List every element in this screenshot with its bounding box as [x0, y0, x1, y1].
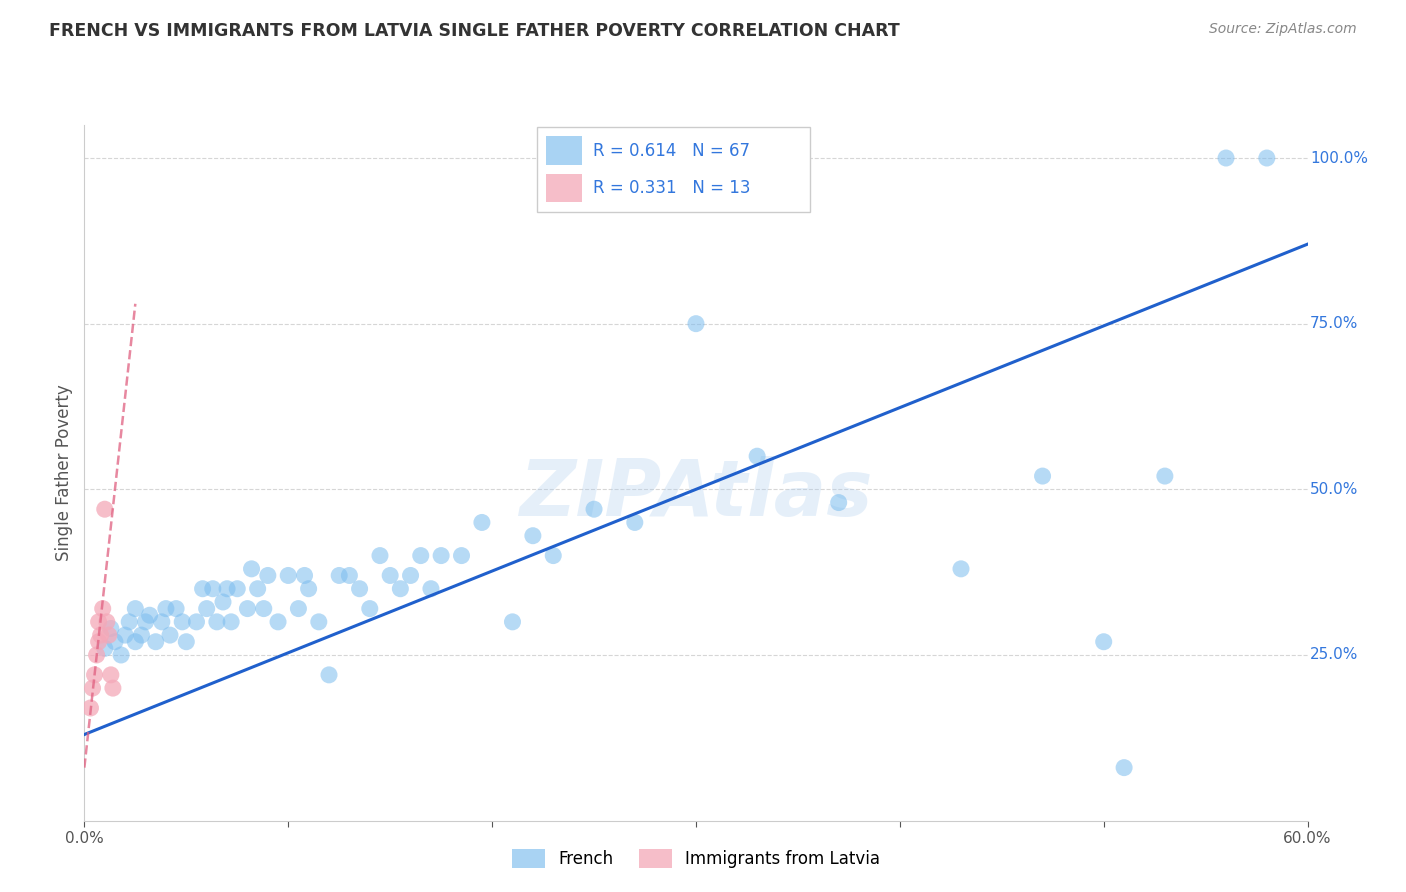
Text: R = 0.614   N = 67: R = 0.614 N = 67	[593, 142, 751, 160]
Point	[430, 549, 453, 563]
Point	[93, 502, 115, 516]
Point	[328, 568, 350, 582]
Point	[253, 601, 276, 615]
Point	[389, 582, 412, 596]
Point	[87, 615, 110, 629]
Point	[582, 502, 605, 516]
Point	[1114, 761, 1136, 775]
Point	[522, 529, 544, 543]
Point	[83, 668, 105, 682]
Text: FRENCH VS IMMIGRANTS FROM LATVIA SINGLE FATHER POVERTY CORRELATION CHART: FRENCH VS IMMIGRANTS FROM LATVIA SINGLE …	[49, 22, 900, 40]
Point	[174, 634, 197, 648]
Text: ZIPAtlas: ZIPAtlas	[519, 456, 873, 532]
Point	[131, 628, 153, 642]
Point	[685, 317, 707, 331]
Point	[420, 582, 443, 596]
Text: R = 0.331   N = 13: R = 0.331 N = 13	[593, 179, 751, 197]
Point	[150, 615, 173, 629]
Point	[950, 562, 973, 576]
Point	[298, 582, 321, 596]
Point	[1256, 151, 1278, 165]
Text: 100.0%: 100.0%	[1310, 151, 1368, 166]
Point	[138, 608, 160, 623]
Point	[191, 582, 214, 596]
Point	[349, 582, 371, 596]
Point	[172, 615, 194, 629]
Point	[87, 634, 110, 648]
Point	[277, 568, 299, 582]
Point	[110, 648, 132, 662]
Point	[471, 516, 494, 530]
Point	[86, 648, 108, 662]
Point	[135, 615, 157, 629]
Point	[308, 615, 330, 629]
Point	[287, 601, 309, 615]
Point	[1153, 469, 1175, 483]
Bar	[546, 174, 582, 202]
Point	[294, 568, 316, 582]
Point	[339, 568, 360, 582]
Point	[97, 628, 120, 642]
Point	[257, 568, 280, 582]
Point	[399, 568, 422, 582]
Text: 50.0%: 50.0%	[1310, 482, 1358, 497]
Point	[100, 622, 122, 636]
Point	[368, 549, 391, 563]
Point	[543, 549, 565, 563]
Point	[219, 615, 242, 629]
Point	[91, 601, 114, 615]
Point	[79, 701, 101, 715]
Point	[96, 615, 118, 629]
Point	[359, 601, 381, 615]
Point	[155, 601, 177, 615]
Point	[124, 601, 146, 615]
Y-axis label: Single Father Poverty: Single Father Poverty	[55, 384, 73, 561]
Text: 25.0%: 25.0%	[1310, 648, 1358, 663]
Point	[236, 601, 259, 615]
Point	[124, 634, 146, 648]
Bar	[546, 136, 582, 165]
Point	[90, 628, 112, 642]
Text: 75.0%: 75.0%	[1310, 316, 1358, 331]
Point	[318, 668, 340, 682]
Point	[450, 549, 472, 563]
Point	[246, 582, 269, 596]
Point	[226, 582, 249, 596]
Point	[747, 449, 769, 463]
Point	[101, 681, 124, 695]
Point	[118, 615, 141, 629]
Point	[186, 615, 208, 629]
Point	[165, 601, 187, 615]
Point	[1032, 469, 1054, 483]
Text: Source: ZipAtlas.com: Source: ZipAtlas.com	[1209, 22, 1357, 37]
Point	[93, 641, 115, 656]
Point	[1092, 634, 1115, 648]
Point	[624, 516, 647, 530]
Point	[100, 668, 122, 682]
Point	[240, 562, 263, 576]
Point	[217, 582, 239, 596]
Point	[114, 628, 136, 642]
Legend: French, Immigrants from Latvia: French, Immigrants from Latvia	[505, 842, 887, 875]
Point	[267, 615, 290, 629]
Point	[205, 615, 228, 629]
Point	[212, 595, 235, 609]
Point	[409, 549, 432, 563]
Point	[1215, 151, 1237, 165]
Point	[380, 568, 402, 582]
Point	[827, 495, 849, 509]
Point	[104, 634, 127, 648]
Point	[501, 615, 523, 629]
Point	[145, 634, 167, 648]
Point	[159, 628, 181, 642]
Point	[201, 582, 224, 596]
Point	[195, 601, 218, 615]
FancyBboxPatch shape	[537, 127, 810, 212]
Point	[82, 681, 104, 695]
